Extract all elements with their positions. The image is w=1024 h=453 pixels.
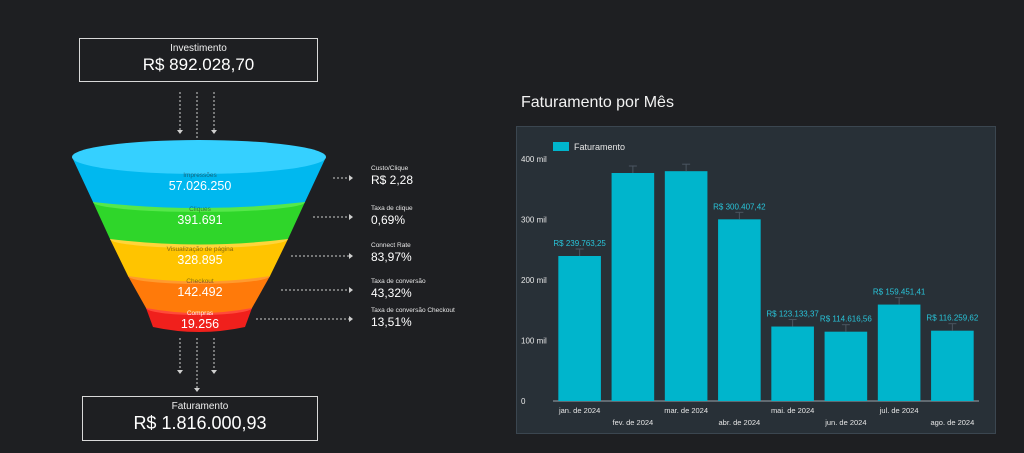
- metric-conversion-rate: Taxa de conversão 43,32%: [371, 278, 426, 300]
- x-tick-label: jan. de 2024: [558, 406, 600, 415]
- bar-7: [877, 304, 921, 401]
- metric-connect-rate: Connect Rate 83,97%: [371, 242, 412, 264]
- x-tick-label: fev. de 2024: [613, 418, 654, 427]
- data-label: R$ 300.407,42: [713, 202, 766, 211]
- investment-label: Investimento: [170, 43, 227, 54]
- funnel-stage-5-value: 19.256: [180, 317, 220, 331]
- funnel-stage-1-value: 57.026.250: [168, 179, 232, 193]
- metric-value: 43,32%: [371, 286, 412, 300]
- metric-label: Custo/Clique: [371, 165, 409, 172]
- metric-value: 83,97%: [371, 250, 412, 264]
- funnel-label-4: Checkout 142.492: [100, 278, 300, 299]
- y-tick-label: 200 mil: [521, 276, 547, 285]
- revenue-card: Faturamento R$ 1.816.000,93: [82, 396, 318, 441]
- funnel-stage-3: [110, 239, 288, 282]
- bar-8: [931, 330, 974, 401]
- x-tick-label: jul. de 2024: [879, 406, 919, 415]
- x-tick-label: jun. de 2024: [824, 418, 866, 427]
- metric-value: R$ 2,28: [371, 173, 414, 187]
- chart-panel: Faturamento 0 100 mil 200 mil 300 mil 400 mil…: [516, 126, 996, 434]
- x-tick-label: mai. de 2024: [771, 406, 814, 415]
- legend-swatch: [553, 142, 569, 151]
- funnel-stage-2-value: 391.691: [177, 213, 223, 227]
- funnel-stage-4-value: 142.492: [177, 285, 223, 299]
- chart-title: Faturamento por Mês: [521, 94, 674, 111]
- funnel-stage-1-label: Impressões: [183, 172, 217, 179]
- funnel-label-5: Compras 19.256: [100, 310, 300, 331]
- funnel-stage-3-value: 328.895: [177, 253, 223, 267]
- metric-label: Taxa de conversão Checkout: [371, 307, 455, 314]
- funnel-stage-4: [128, 276, 270, 313]
- x-tick-label: abr. de 2024: [719, 418, 761, 427]
- funnel-stage-2-label: Cliques: [189, 206, 211, 213]
- data-label: R$ 239.763,25: [553, 239, 606, 248]
- legend-label: Faturamento: [574, 142, 625, 152]
- revenue-label: Faturamento: [171, 401, 229, 412]
- data-label: R$ 116.259,62: [926, 314, 978, 323]
- funnel-stage-5-label: Compras: [186, 310, 214, 317]
- y-tick-label: 300 mil: [521, 216, 547, 225]
- data-label: R$ 159.451,41: [873, 288, 926, 297]
- metric-checkout-conversion-rate: Taxa de conversão Checkout 13,51%: [371, 307, 455, 329]
- metric-label: Connect Rate: [371, 242, 411, 249]
- bar-2: [611, 173, 655, 401]
- revenue-value: R$ 1.816.000,93: [133, 413, 267, 433]
- bar-6: [824, 331, 868, 401]
- investment-value: R$ 892.028,70: [142, 55, 255, 74]
- metric-label: Taxa de conversão: [371, 278, 426, 285]
- bar-4: [718, 219, 761, 401]
- metric-value: 0,69%: [371, 213, 406, 227]
- metric-label: Taxa de clique: [371, 205, 413, 212]
- y-tick-label: 0: [521, 397, 526, 406]
- investment-card: Investimento R$ 892.028,70: [79, 38, 318, 82]
- metric-value: 13,51%: [371, 315, 412, 329]
- data-label: R$ 123.133,37: [766, 310, 819, 319]
- bar-5: [771, 326, 814, 401]
- funnel-stage-3-label: Visualização de página: [166, 246, 234, 253]
- funnel-label-2: Cliques 391.691: [100, 206, 300, 227]
- x-tick-label: mar. de 2024: [664, 406, 708, 415]
- bar-chart: Faturamento 0 100 mil 200 mil 300 mil 400 mil…: [521, 142, 979, 427]
- x-tick-label: ago. de 2024: [930, 418, 974, 427]
- funnel-label-1: Impressões 57.026.250: [100, 172, 300, 193]
- funnel-stage-2: [93, 202, 305, 245]
- funnel-graphic: [72, 92, 353, 392]
- y-tick-label: 400 mil: [521, 155, 547, 164]
- funnel-stage-4-label: Checkout: [186, 278, 214, 285]
- bar-3: [664, 171, 708, 401]
- bar-1: [558, 256, 601, 401]
- data-label: R$ 114.616,56: [820, 315, 872, 324]
- funnel-label-3: Visualização de página 328.895: [100, 246, 300, 267]
- metric-cost-per-click: Custo/Clique R$ 2,28: [371, 165, 413, 187]
- metric-click-rate: Taxa de clique 0,69%: [371, 205, 413, 227]
- y-tick-label: 100 mil: [521, 337, 547, 346]
